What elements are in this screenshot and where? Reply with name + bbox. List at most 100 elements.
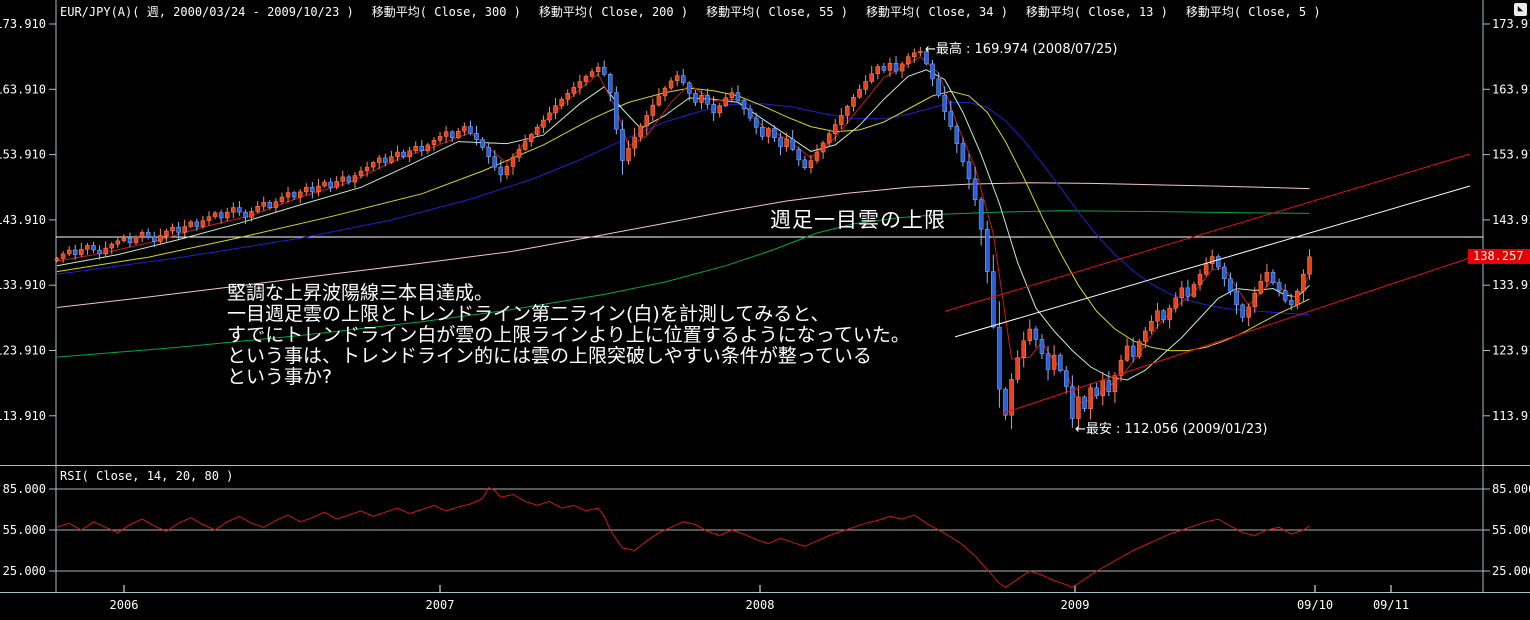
candle-body xyxy=(972,178,978,200)
price-axis-label: 133.910 xyxy=(0,278,46,292)
candle-body xyxy=(297,191,303,198)
candle-body xyxy=(741,100,747,110)
candle-body xyxy=(577,81,583,88)
legend-indicator-6[interactable]: 移動平均( Close, 5 ) xyxy=(1185,5,1321,19)
candle-body xyxy=(328,181,333,188)
candle-body xyxy=(474,132,479,140)
candle-body xyxy=(1094,387,1099,396)
candle-body xyxy=(845,106,850,116)
candle-body xyxy=(316,185,321,193)
candle-body xyxy=(693,93,698,103)
candle-body xyxy=(127,237,133,244)
candle-body xyxy=(1216,256,1221,268)
candle-body xyxy=(583,76,589,82)
legend-indicator-1[interactable]: 移動平均( Close, 300 ) xyxy=(371,5,521,19)
candle-body xyxy=(814,151,820,161)
highest-price-label: ←最高 : 169.974 (2008/07/25) xyxy=(925,42,1118,57)
legend-indicator-4[interactable]: 移動平均( Close, 34 ) xyxy=(866,5,1008,19)
rsi-axis-label: 55.000 xyxy=(3,523,46,537)
analysis-note[interactable]: 堅調な上昇波陽線三本目達成。 一目週足雲の上限とトレンドライン第二ライン(白)を計… xyxy=(227,283,910,388)
candle-body xyxy=(91,245,96,251)
price-axis-label: 113.910 xyxy=(1492,409,1530,423)
candle-body xyxy=(206,216,212,221)
candle-body xyxy=(820,142,826,153)
candle-body xyxy=(158,235,163,242)
candle-body xyxy=(978,199,984,230)
candle-body xyxy=(188,221,194,227)
price-axis-label: 123.910 xyxy=(1492,344,1530,358)
candle-body xyxy=(431,140,437,146)
candle-body xyxy=(1301,273,1306,292)
ma-200-line xyxy=(56,182,1310,308)
candle-body xyxy=(1167,307,1172,321)
candle-body xyxy=(79,249,84,255)
candle-body xyxy=(72,249,78,255)
candle-body xyxy=(626,147,631,161)
chart-legend: EUR/JPY(A)( 週, 2000/03/24 - 2009/10/23 )… xyxy=(60,4,1321,20)
candle-body xyxy=(930,63,935,80)
candle-body xyxy=(1003,388,1008,416)
candle-body xyxy=(936,78,941,96)
legend-indicator-3[interactable]: 移動平均( Close, 55 ) xyxy=(706,5,848,19)
candle-body xyxy=(401,151,406,157)
price-axis-label: 153.910 xyxy=(1492,148,1530,162)
price-axis-label: 133.910 xyxy=(1492,278,1530,292)
channel-red-upper[interactable] xyxy=(944,153,1471,312)
time-axis-label: 09/10 xyxy=(1297,598,1333,612)
candle-body xyxy=(1295,290,1300,306)
candle-body xyxy=(370,162,376,168)
candle-body xyxy=(255,206,260,212)
candle-body xyxy=(212,212,218,217)
ma-55-line xyxy=(56,101,1310,316)
candle-body xyxy=(133,236,139,244)
candle-body xyxy=(614,92,619,130)
candle-body xyxy=(304,187,309,193)
candle-body xyxy=(1288,300,1294,306)
candle-body xyxy=(516,149,522,158)
candle-body xyxy=(1155,310,1160,322)
trendline-white[interactable] xyxy=(954,185,1471,338)
price-axis-label: 143.910 xyxy=(1492,213,1530,227)
candle-body xyxy=(1082,396,1087,409)
candle-body xyxy=(1276,282,1282,291)
candle-body xyxy=(620,128,625,161)
candle-body xyxy=(1161,310,1166,321)
time-axis-label: 2009 xyxy=(1061,598,1090,612)
ma-34-line xyxy=(56,87,1310,352)
cloud-upper-label[interactable]: 週足一目雲の上限 xyxy=(770,208,946,232)
candle-body xyxy=(784,138,789,148)
candle-body xyxy=(1173,297,1178,309)
candle-body xyxy=(632,136,637,149)
candle-body xyxy=(85,245,90,250)
candle-body xyxy=(468,126,473,134)
legend-indicator-2[interactable]: 移動平均( Close, 200 ) xyxy=(538,5,689,19)
time-axis-label: 2006 xyxy=(110,598,139,612)
corner-arrow-button[interactable]: ◣ xyxy=(1514,3,1527,16)
candle-body xyxy=(291,192,297,198)
rsi-axis-label: 55.000 xyxy=(1492,523,1530,537)
time-axis-label: 09/11 xyxy=(1373,598,1409,612)
analysis-note-line: 堅調な上昇波陽線三本目達成。 xyxy=(227,282,494,304)
channel-red-lower[interactable] xyxy=(1002,257,1471,414)
candle-body xyxy=(547,112,552,121)
rsi-axis-label: 85.000 xyxy=(1492,482,1530,496)
candle-body xyxy=(279,196,285,202)
candle-body xyxy=(705,94,710,105)
ma-13-line xyxy=(56,69,1310,381)
analysis-note-line: 一目週足雲の上限とトレンドライン第二ライン(白)を計測してみると、 xyxy=(227,303,830,325)
candle-body xyxy=(662,87,668,97)
candle-body xyxy=(553,105,558,114)
candle-body xyxy=(1246,306,1251,318)
candle-body xyxy=(395,151,400,157)
candle-body xyxy=(595,66,601,72)
candle-body xyxy=(389,156,394,163)
price-axis-label: 113.910 xyxy=(0,409,46,423)
current-price-tag: 138.257 xyxy=(1468,249,1530,264)
candle-body xyxy=(668,80,674,89)
price-axis-label: 173.910 xyxy=(1492,17,1530,31)
rsi-axis-label: 25.000 xyxy=(3,564,46,578)
candle-body xyxy=(109,243,114,249)
legend-indicator-5[interactable]: 移動平均( Close, 13 ) xyxy=(1025,5,1168,19)
